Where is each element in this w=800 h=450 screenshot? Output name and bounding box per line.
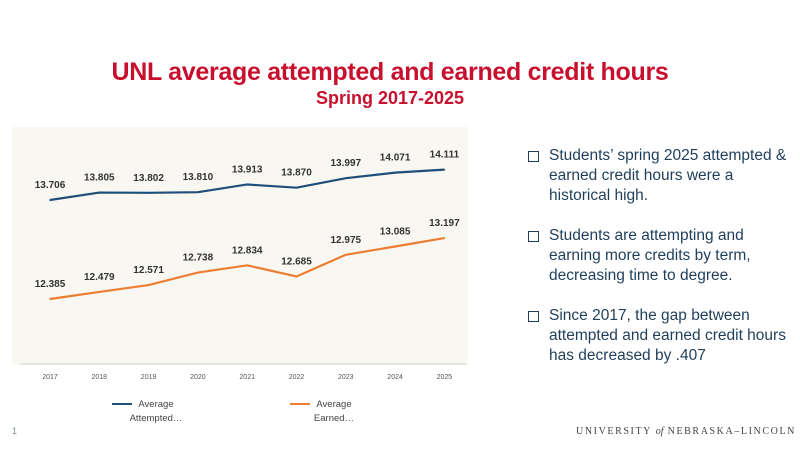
legend-label-earned: Earned…: [314, 413, 354, 424]
page-number: 1: [12, 426, 18, 436]
bullet-text: Students’ spring 2025 attempted & earned…: [549, 147, 787, 204]
data-label-earned: 12.834: [232, 245, 263, 256]
chart-title: UNL average attempted and earned credit …: [111, 58, 669, 86]
data-label-attempted: 13.805: [84, 173, 115, 184]
bullet-item: Students’ spring 2025 attempted & earned…: [528, 146, 790, 206]
data-point-earned: [443, 237, 446, 239]
data-label-attempted: 13.706: [35, 180, 66, 191]
data-point-earned: [49, 298, 51, 300]
x-tick-label: 2021: [239, 374, 255, 381]
data-label-earned: 13.085: [380, 227, 411, 238]
legend-label-earned: Average: [316, 399, 351, 410]
bullet-text: Since 2017, the gap between attempted an…: [549, 307, 786, 364]
x-tick-label: 2017: [42, 374, 58, 381]
data-point-attempted: [295, 186, 298, 189]
data-label-earned: 12.738: [183, 253, 214, 264]
x-tick-label: 2019: [141, 374, 157, 381]
x-tick-label: 2024: [387, 374, 403, 381]
data-label-attempted: 13.997: [331, 158, 362, 169]
x-tick-label: 2023: [338, 374, 354, 381]
data-point-attempted: [394, 171, 396, 174]
data-label-attempted: 14.071: [380, 153, 411, 164]
data-label-earned: 12.571: [133, 265, 164, 276]
data-point-earned: [98, 291, 101, 293]
checkbox-square-icon: [528, 311, 539, 322]
data-label-attempted: 13.810: [183, 172, 214, 183]
data-label-attempted: 13.913: [232, 164, 263, 175]
data-point-attempted: [197, 191, 199, 193]
line-chart: 13.706 13.805 13.802 13.810 13.913 13.870 13.9…: [20, 150, 466, 424]
data-point-attempted: [49, 199, 51, 201]
data-point-earned: [345, 253, 347, 256]
data-point-earned: [246, 264, 248, 267]
data-point-attempted: [147, 192, 150, 194]
data-point-earned: [147, 284, 150, 286]
data-point-attempted: [345, 177, 347, 179]
data-label-earned: 12.385: [35, 279, 66, 290]
data-point-earned: [394, 245, 396, 248]
data-point-earned: [295, 275, 298, 278]
data-point-attempted: [443, 168, 446, 171]
data-point-earned: [197, 271, 199, 274]
data-point-attempted: [98, 191, 101, 194]
university-wordmark: UNIVERSITY of NEBRASKA–LINCOLN: [576, 426, 796, 437]
bullet-item: Students are attempting and earning more…: [528, 226, 790, 286]
x-tick-label: 2018: [92, 374, 108, 381]
wordmark-of: of: [655, 426, 664, 437]
data-label-earned: 12.479: [84, 272, 115, 283]
wordmark-university: UNIVERSITY: [576, 426, 652, 437]
bullet-list: Students’ spring 2025 attempted & earned…: [528, 146, 790, 386]
data-label-earned: 13.197: [429, 218, 460, 229]
x-tick-label: 2025: [437, 374, 453, 381]
x-tick-label: 2022: [289, 374, 305, 381]
legend-label-attempted: Attempted…: [130, 413, 183, 424]
data-label-earned: 12.685: [281, 257, 312, 268]
legend-label-attempted: Average: [138, 399, 173, 410]
data-label-earned: 12.975: [331, 235, 362, 246]
bullet-item: Since 2017, the gap between attempted an…: [528, 306, 790, 366]
wordmark-nebraska: NEBRASKA–LINCOLN: [667, 426, 797, 437]
chart-subtitle: Spring 2017-2025: [315, 88, 465, 108]
data-label-attempted: 13.870: [281, 168, 312, 179]
data-label-attempted: 13.802: [133, 173, 164, 184]
data-point-attempted: [246, 183, 248, 186]
data-label-attempted: 14.111: [430, 150, 460, 161]
bullet-text: Students are attempting and earning more…: [549, 227, 751, 284]
checkbox-square-icon: [528, 231, 539, 242]
x-tick-label: 2020: [190, 374, 206, 381]
checkbox-square-icon: [528, 151, 539, 162]
